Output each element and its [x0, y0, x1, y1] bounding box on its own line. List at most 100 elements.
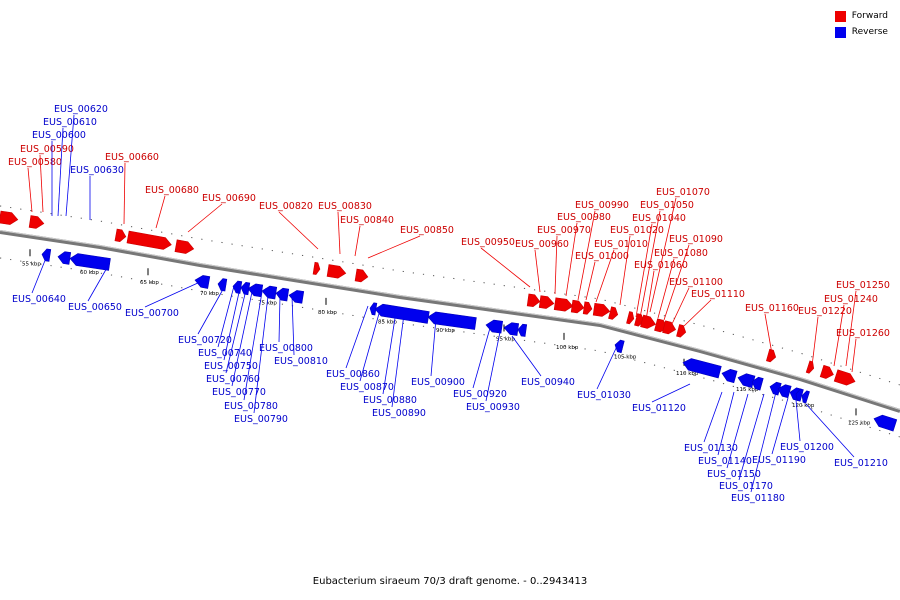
tick-label: 125 kbp: [848, 420, 871, 426]
forward-gene-label: EUS_00960: [515, 239, 569, 250]
legend: Forward Reverse: [834, 8, 888, 40]
forward-label-leader: [639, 210, 661, 319]
reverse-gene-label: EUS_00790: [234, 414, 288, 425]
reverse-label-leader: [359, 309, 381, 382]
forward-label-leader: [811, 316, 819, 367]
reverse-gene-label: EUS_00810: [274, 356, 328, 367]
forward-gene-arrow: [819, 364, 834, 379]
reverse-gene-arrow: [682, 358, 722, 379]
reverse-label-leader: [57, 127, 64, 217]
reverse-gene-arrow: [801, 390, 810, 404]
reverse-label-leader: [31, 257, 47, 294]
reverse-gene-label: EUS_00650: [68, 302, 122, 313]
reverse-gene-label: EUS_00800: [259, 343, 313, 354]
forward-gene-label: EUS_00990: [575, 200, 629, 211]
reverse-gene-arrow: [194, 275, 211, 289]
reverse-gene-label: EUS_01190: [752, 455, 806, 466]
forward-gene-label: EUS_01160: [745, 303, 799, 314]
forward-label-leader: [585, 261, 596, 301]
reverse-gene-label: EUS_01150: [707, 469, 761, 480]
reverse-gene-arrow: [369, 302, 378, 316]
forward-gene-label: EUS_01050: [640, 200, 694, 211]
tick-label: 115 kbp: [736, 387, 759, 393]
tick-label: 100 kbp: [556, 345, 579, 351]
forward-gene-label: EUS_00830: [318, 201, 372, 212]
forward-gene-label: EUS_01100: [669, 277, 723, 288]
forward-gene-label: EUS_00970: [537, 225, 591, 236]
forward-gene-arrow: [805, 360, 815, 374]
forward-gene-label: EUS_00840: [340, 215, 394, 226]
legend-label-reverse: Reverse: [851, 27, 888, 37]
tick-label: 65 kbp: [140, 280, 159, 286]
reverse-label-leader: [253, 295, 269, 414]
reverse-gene-label: EUS_00900: [411, 377, 465, 388]
forward-label-leader: [635, 223, 653, 318]
legend-item-forward: Forward: [834, 8, 888, 24]
forward-gene-arrow: [174, 239, 195, 254]
reverse-swatch: [834, 26, 846, 38]
tick-label: 90 kbp: [436, 328, 455, 334]
forward-label-leader: [337, 211, 341, 255]
reverse-gene-arrow: [751, 376, 764, 391]
reverse-label-leader: [223, 287, 241, 361]
forward-label-leader: [845, 290, 857, 367]
forward-gene-arrow: [526, 293, 541, 307]
forward-gene-label: EUS_01020: [610, 225, 664, 236]
forward-gene-label: EUS_01250: [836, 280, 890, 291]
reverse-label-leader: [345, 305, 369, 369]
forward-gene-arrow: [766, 348, 777, 363]
forward-gene-arrow: [662, 320, 677, 335]
forward-gene-arrow: [676, 324, 687, 338]
forward-label-leader: [155, 195, 166, 229]
tick-label: 110 kbp: [676, 371, 699, 377]
legend-label-forward: Forward: [851, 11, 888, 21]
forward-gene-arrow: [312, 261, 321, 275]
reverse-gene-label: EUS_01030: [577, 390, 631, 401]
reverse-gene-label: EUS_00600: [32, 130, 86, 141]
reverse-gene-label: EUS_00870: [340, 382, 394, 393]
forward-label-leader: [595, 249, 615, 303]
reverse-gene-label: EUS_00610: [43, 117, 97, 128]
forward-label-leader: [645, 270, 655, 321]
reverse-label-leader: [87, 265, 109, 302]
forward-gene-arrow: [28, 215, 45, 229]
reverse-gene-arrow: [737, 373, 756, 389]
reverse-label-leader: [703, 391, 723, 443]
forward-gene-label: EUS_01070: [656, 187, 710, 198]
reverse-gene-arrow: [517, 323, 528, 337]
reverse-gene-arrow: [288, 290, 305, 304]
reverse-gene-label: EUS_00780: [224, 401, 278, 412]
genome-backbone: [0, 230, 900, 413]
tick-label: 60 kbp: [80, 270, 99, 276]
tick-label: 105 kbp: [614, 355, 637, 361]
forward-label-leader: [27, 167, 33, 213]
forward-gene-label: EUS_00690: [202, 193, 256, 204]
reverse-gene-label: EUS_00930: [466, 402, 520, 413]
forward-gene-label: EUS_00580: [8, 157, 62, 168]
reverse-gene-arrow: [721, 368, 738, 384]
forward-gene-label: EUS_01220: [798, 306, 852, 317]
forward-label-leader: [367, 235, 421, 259]
reverse-gene-arrow: [41, 248, 52, 262]
reverse-label-leader: [596, 343, 619, 390]
forward-gene-arrow: [626, 311, 635, 325]
reverse-gene-arrow: [217, 278, 228, 292]
forward-label-leader: [534, 249, 541, 293]
forward-gene-arrow: [354, 268, 369, 283]
tick-label: 70 kbp: [200, 291, 219, 297]
forward-label-leader: [577, 210, 596, 301]
reverse-gene-label: EUS_00700: [125, 308, 179, 319]
forward-gene-label: EUS_00660: [105, 152, 159, 163]
forward-gene-label: EUS_01000: [575, 251, 629, 262]
tick-label: 75 kbp: [258, 300, 277, 306]
genome-caption: Eubacterium siraeum 70/3 draft genome. -…: [312, 576, 588, 587]
forward-label-leader: [764, 313, 773, 355]
reverse-gene-label: EUS_00720: [178, 335, 232, 346]
forward-gene-label: EUS_00820: [259, 201, 313, 212]
forward-gene-arrow: [114, 228, 127, 243]
reverse-label-leader: [291, 295, 295, 356]
forward-gene-arrow: [582, 301, 593, 315]
tick-label: 85 kbp: [378, 319, 397, 325]
reverse-gene-arrow: [240, 281, 251, 296]
